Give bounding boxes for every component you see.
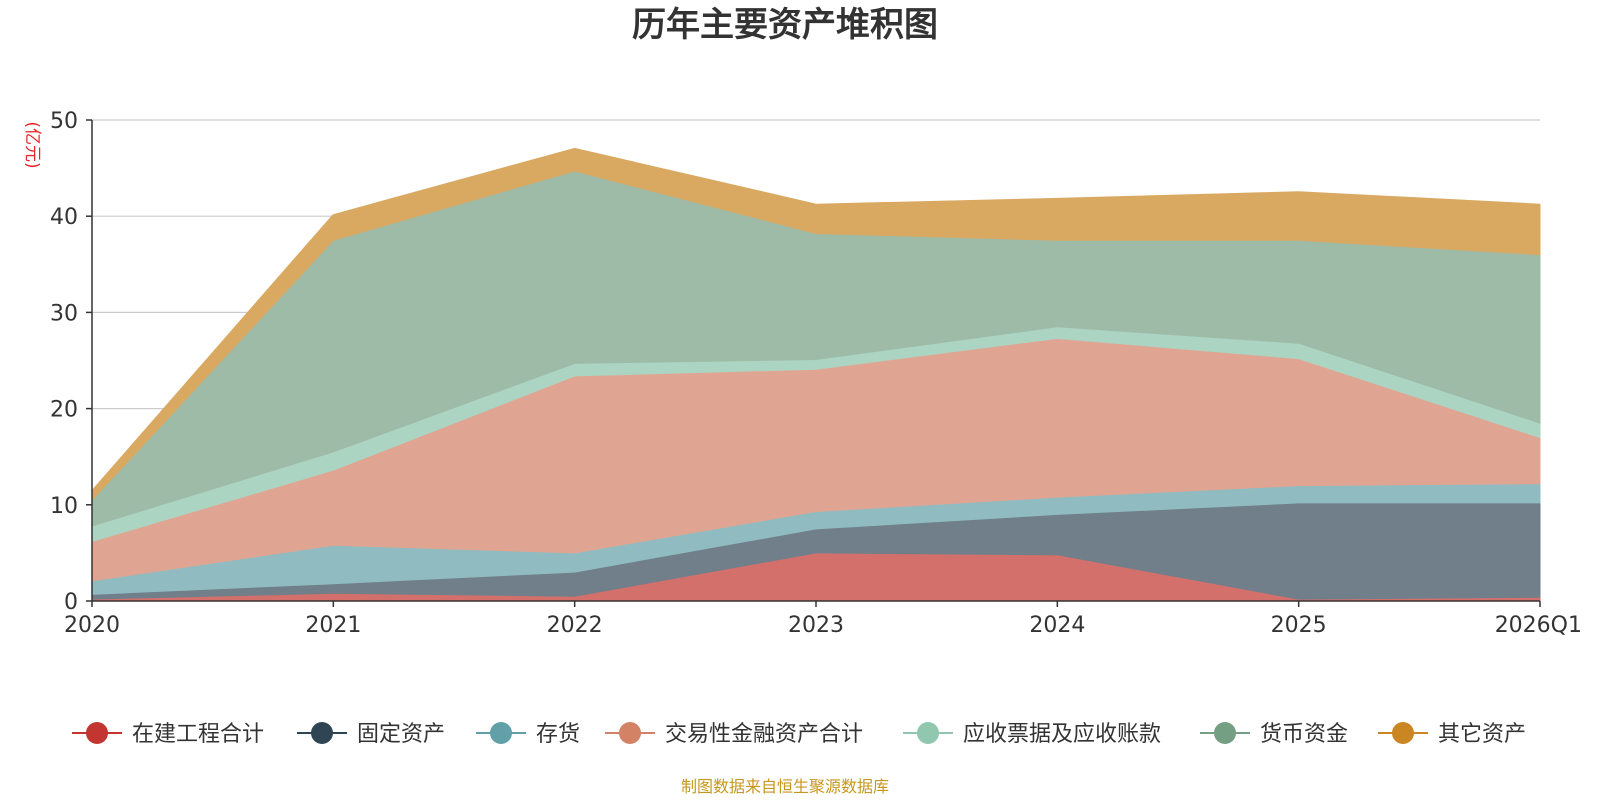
- legend-label: 存货: [536, 722, 580, 747]
- source-note: 制图数据来自恒生聚源数据库: [681, 777, 889, 796]
- x-tick-label: 2021: [305, 613, 361, 638]
- y-tick-label: 10: [50, 494, 78, 519]
- legend-label: 交易性金融资产合计: [665, 722, 863, 747]
- legend-item[interactable]: 货币资金: [1200, 722, 1348, 747]
- legend-marker: [1392, 722, 1414, 744]
- legend-marker: [86, 722, 108, 744]
- y-tick-label: 40: [50, 205, 78, 230]
- x-tick-label: 2022: [547, 613, 603, 638]
- legend-label: 固定资产: [357, 722, 445, 747]
- legend-item[interactable]: 应收票据及应收账款: [903, 722, 1161, 747]
- x-tick-label: 2020: [64, 613, 120, 638]
- legend-item[interactable]: 存货: [476, 722, 580, 747]
- legend-item[interactable]: 固定资产: [297, 722, 445, 747]
- y-tick-label: 0: [64, 590, 78, 615]
- x-tick-label: 2023: [788, 613, 844, 638]
- legend-label: 在建工程合计: [132, 722, 264, 747]
- legend-item[interactable]: 在建工程合计: [72, 722, 264, 747]
- legend-marker: [917, 722, 939, 744]
- x-tick-label: 2026Q1: [1495, 613, 1582, 638]
- chart-title: 历年主要资产堆积图: [632, 5, 938, 45]
- y-axis-unit: (亿元): [22, 121, 42, 168]
- legend-label: 其它资产: [1438, 722, 1526, 747]
- legend-item[interactable]: 交易性金融资产合计: [605, 722, 863, 747]
- legend-label: 货币资金: [1260, 722, 1348, 747]
- axes: 2020 2021 2022 2023 2024 2025 2026Q1: [64, 120, 1582, 638]
- series-line: [91, 147, 1541, 492]
- legend-marker: [619, 722, 641, 744]
- y-tick-label: 50: [50, 109, 78, 134]
- legend-item[interactable]: 其它资产: [1378, 722, 1526, 747]
- x-tick-label: 2024: [1029, 613, 1085, 638]
- area-series: [91, 147, 1541, 602]
- legend-marker: [311, 722, 333, 744]
- legend-marker: [1214, 722, 1236, 744]
- y-tick-label: 30: [50, 301, 78, 326]
- legend[interactable]: 在建工程合计 固定资产 存货 交易性金融资产合计 应收票据及应收账款 货币资金 其它资产: [72, 722, 1526, 747]
- legend-label: 应收票据及应收账款: [963, 722, 1161, 747]
- y-tick-label: 20: [50, 398, 78, 423]
- legend-marker: [490, 722, 512, 744]
- x-tick-label: 2025: [1271, 613, 1327, 638]
